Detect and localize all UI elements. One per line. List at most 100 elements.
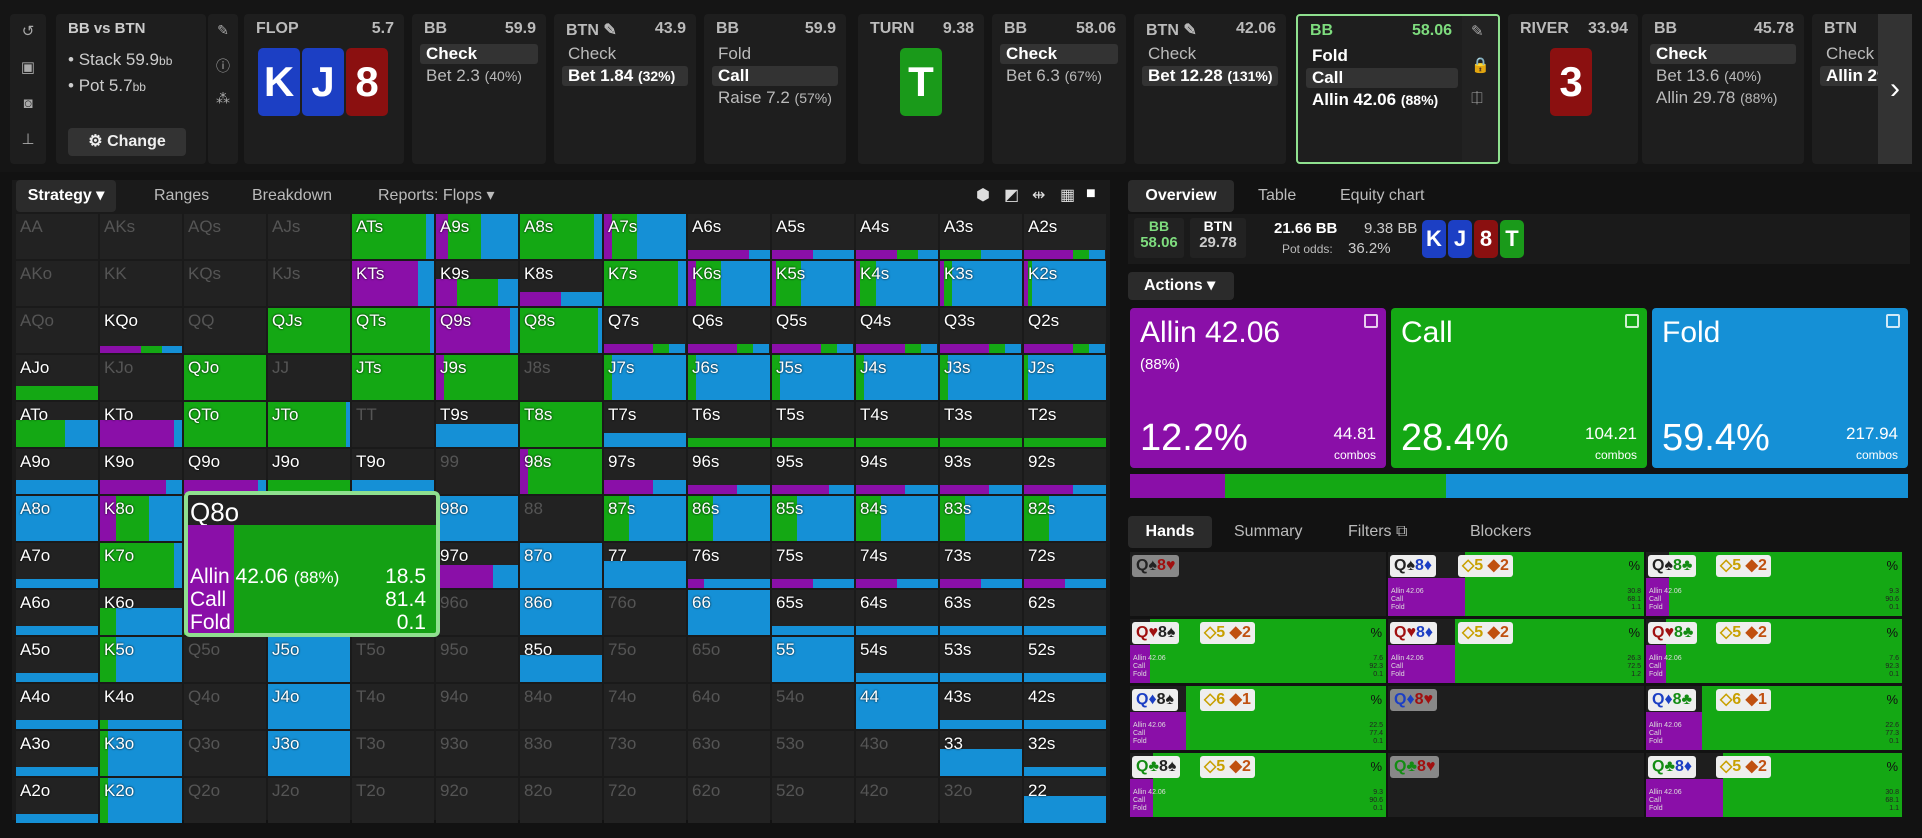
matrix-cell[interactable]: 76s (688, 543, 770, 588)
matrix-cell[interactable]: 83o (520, 731, 602, 776)
node-action[interactable]: Call (712, 66, 838, 86)
matrix-cell[interactable]: Q5s (772, 308, 854, 353)
matrix-cell[interactable]: T3o (352, 731, 434, 776)
square-icon[interactable]: ■ (1086, 185, 1096, 202)
matrix-cell[interactable]: 99 (436, 449, 518, 494)
matrix-cell[interactable]: 62o (688, 778, 770, 823)
matrix-cell[interactable]: A6s (688, 214, 770, 259)
matrix-cell[interactable]: 84s (856, 496, 938, 541)
node-action[interactable]: Check (1000, 44, 1118, 64)
matrix-cell[interactable]: 73s (940, 543, 1022, 588)
matrix-cell[interactable]: K2s (1024, 261, 1106, 306)
matrix-cell[interactable]: 83s (940, 496, 1022, 541)
matrix-cell[interactable]: 53s (940, 637, 1022, 682)
matrix-cell[interactable]: Q6s (688, 308, 770, 353)
details-icon[interactable] (1886, 314, 1900, 328)
matrix-cell[interactable]: QTs (352, 308, 434, 353)
matrix-cell[interactable]: K3s (940, 261, 1022, 306)
matrix-cell[interactable]: 63s (940, 590, 1022, 635)
matrix-cell[interactable]: A9o (16, 449, 98, 494)
matrix-cell[interactable]: A5o (16, 637, 98, 682)
matrix-cell[interactable]: Q8s (520, 308, 602, 353)
matrix-cell[interactable]: ATo (16, 402, 98, 447)
node-bb-2[interactable]: BB 59.9 Fold Call Raise 7.2 (57%) (704, 14, 846, 164)
details-icon[interactable] (1364, 314, 1378, 328)
contrast-icon[interactable]: ◩ (1004, 187, 1020, 204)
matrix-cell[interactable]: QJo (184, 355, 266, 400)
matrix-cell[interactable]: A2o (16, 778, 98, 823)
matrix-cell[interactable]: 94o (436, 684, 518, 729)
matrix-cell[interactable]: KTo (100, 402, 182, 447)
matrix-cell[interactable]: K9o (100, 449, 182, 494)
matrix-cell[interactable]: 73o (604, 731, 686, 776)
matrix-cell[interactable]: 53o (772, 731, 854, 776)
matrix-cell[interactable]: AJo (16, 355, 98, 400)
matrix-cell[interactable]: 55 (772, 637, 854, 682)
matrix-cell[interactable]: A4s (856, 214, 938, 259)
matrix-cell[interactable]: JTo (268, 402, 350, 447)
node-bb-4[interactable]: BB 45.78 Check Bet 13.6 (40%) Allin 29.78 (… (1642, 14, 1804, 164)
hand-combo-cell[interactable]: % Allin 42.06 22.5 Call 77.4 Fold 0.1 Q♦8♠ ◇6 ◆1 (1130, 686, 1386, 750)
matrix-cell[interactable]: T9o (352, 449, 434, 494)
matrix-cell[interactable]: J4s (856, 355, 938, 400)
matrix-cell[interactable]: 65o (688, 637, 770, 682)
matrix-cell[interactable]: J7s (604, 355, 686, 400)
hand-combo-cell[interactable]: % Allin 42.06 9.3 Call 90.6 Fold 0.1 Q♠8♣ ◇5 ◆2 (1646, 552, 1902, 616)
matrix-cell[interactable]: T2s (1024, 402, 1106, 447)
matrix-cell[interactable]: A2s (1024, 214, 1106, 259)
matrix-cell[interactable]: AJs (268, 214, 350, 259)
turn-node[interactable]: TURN 9.38 T (858, 14, 984, 164)
matrix-cell[interactable]: 72o (604, 778, 686, 823)
tab-strategy[interactable]: Strategy ▾ (16, 180, 116, 212)
share-icon[interactable]: ⁂ (216, 90, 230, 106)
matrix-cell[interactable]: 52s (1024, 637, 1106, 682)
node-action[interactable]: Allin 42.06 (88%) (1306, 90, 1458, 110)
matrix-cell[interactable]: K9s (436, 261, 518, 306)
matrix-cell[interactable]: A4o (16, 684, 98, 729)
matrix-cell[interactable]: 62s (1024, 590, 1106, 635)
matrix-cell[interactable]: K4o (100, 684, 182, 729)
hand-combo-cell[interactable]: Q♣8♥ (1388, 753, 1644, 817)
node-action[interactable]: Check (1820, 44, 1904, 64)
node-action[interactable]: Check (420, 44, 538, 64)
matrix-cell[interactable]: KK (100, 261, 182, 306)
matrix-cell[interactable]: KJo (100, 355, 182, 400)
tab-summary[interactable]: Summary (1234, 516, 1302, 548)
matrix-cell[interactable]: 32o (940, 778, 1022, 823)
matrix-cell[interactable]: 97s (604, 449, 686, 494)
matrix-cell[interactable]: 43o (856, 731, 938, 776)
matrix-cell[interactable]: JJ (268, 355, 350, 400)
matrix-cell[interactable]: QJs (268, 308, 350, 353)
matrix-cell[interactable]: T2o (352, 778, 434, 823)
matrix-cell[interactable]: 86s (688, 496, 770, 541)
matrix-cell[interactable]: A8s (520, 214, 602, 259)
grid-icon[interactable]: ▦ (1060, 187, 1076, 204)
matrix-cell[interactable]: KQo (100, 308, 182, 353)
matrix-cell[interactable]: 42o (856, 778, 938, 823)
matrix-cell[interactable]: AKo (16, 261, 98, 306)
matrix-cell[interactable]: T5s (772, 402, 854, 447)
matrix-cell[interactable]: Q4s (856, 308, 938, 353)
matrix-cell[interactable]: K3o (100, 731, 182, 776)
matrix-cell[interactable]: J4o (268, 684, 350, 729)
matrix-cell[interactable]: 54s (856, 637, 938, 682)
matrix-cell[interactable]: J9o (268, 449, 350, 494)
node-action[interactable]: Check (1650, 44, 1796, 64)
hand-combo-cell[interactable]: Q♦8♥ (1388, 686, 1644, 750)
matrix-cell[interactable]: 94s (856, 449, 938, 494)
matrix-cell[interactable]: 82o (520, 778, 602, 823)
matrix-cell[interactable]: T3s (940, 402, 1022, 447)
matrix-cell[interactable]: 87o (520, 543, 602, 588)
matrix-cell[interactable]: Q5o (184, 637, 266, 682)
reset-icon[interactable]: ↺ (21, 23, 35, 40)
info-icon[interactable]: ⓘ (216, 58, 230, 74)
matrix-cell[interactable]: J2s (1024, 355, 1106, 400)
actions-dropdown[interactable]: Actions ▾ (1128, 272, 1234, 300)
lock-icon[interactable]: 🔒 (1471, 57, 1490, 74)
pencil-icon[interactable]: ✎ (1471, 23, 1484, 40)
matrix-cell[interactable]: 98s (520, 449, 602, 494)
cube-icon[interactable]: ⬢ (976, 187, 990, 204)
matrix-cell[interactable]: J5s (772, 355, 854, 400)
matrix-cell[interactable]: J8s (520, 355, 602, 400)
node-action[interactable]: Call (1306, 68, 1458, 88)
